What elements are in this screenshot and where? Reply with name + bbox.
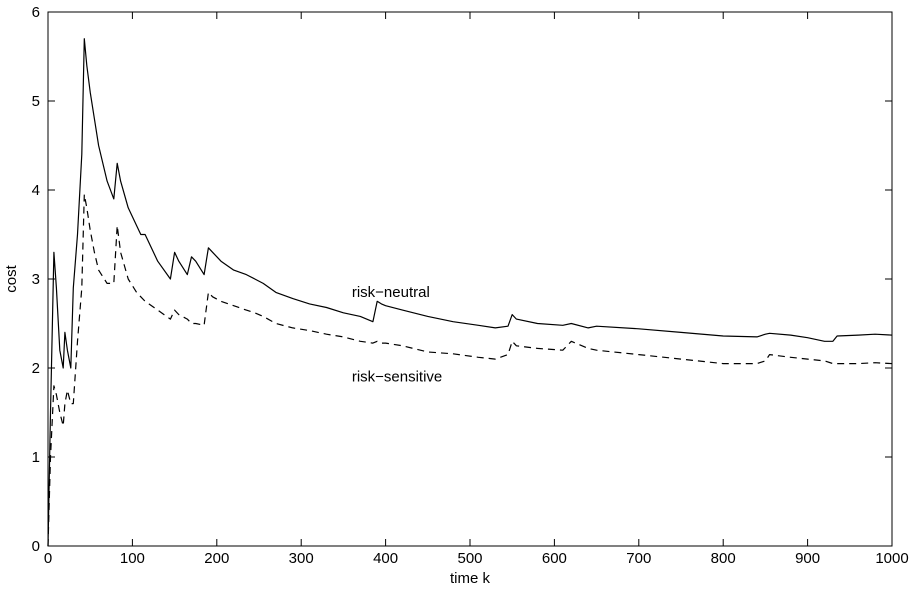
y-tick-label: 1: [32, 449, 40, 466]
x-tick-label: 800: [711, 550, 736, 567]
x-tick-label: 400: [373, 550, 398, 567]
y-tick-label: 6: [32, 4, 40, 21]
y-tick-label: 0: [32, 538, 40, 555]
y-tick-label: 4: [32, 182, 40, 199]
annotation-risk-neutral: risk−neutral: [352, 284, 430, 301]
x-axis-label: time k: [450, 570, 491, 587]
x-tick-label: 200: [204, 550, 229, 567]
x-tick-label: 900: [795, 550, 820, 567]
x-tick-label: 1000: [875, 550, 908, 567]
series-line-risk-sensitive: [47, 193, 893, 547]
plot-frame: [47, 11, 893, 547]
y-axis-label: cost: [3, 264, 20, 292]
x-tick-label: 100: [120, 550, 145, 567]
x-tick-label: 300: [289, 550, 314, 567]
y-tick-label: 2: [32, 360, 40, 377]
x-tick-label: 600: [542, 550, 567, 567]
annotation-risk-sensitive: risk−sensitive: [352, 368, 442, 385]
y-tick-label: 3: [32, 271, 40, 288]
x-tick-label: 0: [44, 550, 52, 567]
x-tick-label: 500: [457, 550, 482, 567]
series-line-risk-neutral: [47, 38, 893, 547]
x-tick-label: 700: [626, 550, 651, 567]
y-tick-label: 5: [32, 93, 40, 110]
